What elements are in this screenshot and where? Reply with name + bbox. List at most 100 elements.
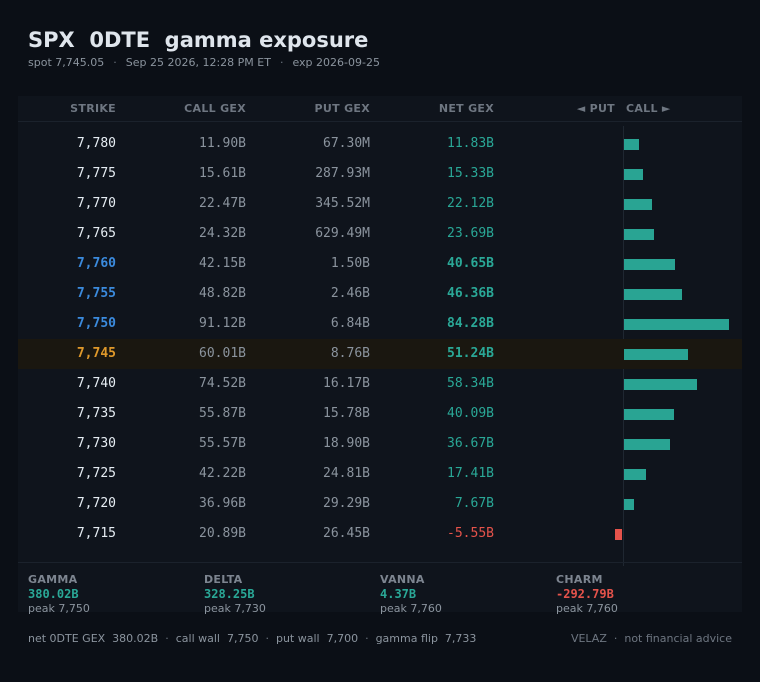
timestamp: Sep 25 2026, 12:28 PM ET <box>125 56 271 69</box>
separator: · <box>165 632 169 645</box>
call-gex-cell: 48.82B <box>199 286 246 301</box>
page-title: SPX 0DTE gamma exposure <box>28 28 369 52</box>
net-gex-bar <box>624 499 634 510</box>
table-row[interactable]: 7,760 42.15B 1.50B 40.65B <box>18 249 742 279</box>
metric-value: -292.79B <box>556 587 614 601</box>
strike-cell: 7,760 <box>76 256 116 271</box>
call-gex-cell: 15.61B <box>199 166 246 181</box>
call-gex-cell: 22.47B <box>199 196 246 211</box>
net-gex-cell: 51.24B <box>447 346 494 361</box>
call-gex-cell: 60.01B <box>199 346 246 361</box>
strike-cell: 7,720 <box>76 496 116 511</box>
table-row[interactable]: 7,775 15.61B 287.93M 15.33B <box>18 159 742 189</box>
strike-cell: 7,780 <box>76 136 116 151</box>
summary-metric-delta: DELTA 328.25B peak 7,730 <box>204 573 266 615</box>
call-gex-cell: 42.22B <box>199 466 246 481</box>
put-gex-cell: 15.78B <box>323 406 370 421</box>
call-gex-cell: 55.87B <box>199 406 246 421</box>
separator: · <box>113 56 117 69</box>
net-gex-bar <box>624 289 682 300</box>
net-gex-bar <box>624 319 729 330</box>
col-net-gex[interactable]: NET GEX <box>438 102 494 115</box>
separator: · <box>265 632 269 645</box>
table-row[interactable]: 7,730 55.57B 18.90B 36.67B <box>18 429 742 459</box>
net-gex-bar <box>624 139 639 150</box>
table-header: STRIKE CALL GEX PUT GEX NET GEX ◄ PUT CA… <box>18 96 742 122</box>
footer-brand: VELAZ · not financial advice <box>571 632 732 645</box>
strike-cell: 7,745 <box>76 346 116 361</box>
put-gex-cell: 16.17B <box>323 376 370 391</box>
strike-cell: 7,750 <box>76 316 116 331</box>
metric-peak: peak 7,760 <box>380 602 442 615</box>
call-gex-cell: 36.96B <box>199 496 246 511</box>
summary-metric-vanna: VANNA 4.37B peak 7,760 <box>380 573 442 615</box>
put-gex-cell: 26.45B <box>323 526 370 541</box>
net-gex-cell: 46.36B <box>447 286 494 301</box>
strike-cell: 7,775 <box>76 166 116 181</box>
put-gex-cell: 24.81B <box>323 466 370 481</box>
net-gex-cell: 36.67B <box>447 436 494 451</box>
expiry-date: exp 2026-09-25 <box>292 56 380 69</box>
metric-value: 380.02B <box>28 587 79 601</box>
net-gex-cell: 15.33B <box>447 166 494 181</box>
net-gex-cell: 7.67B <box>454 496 494 511</box>
net-gex-cell: 84.28B <box>447 316 494 331</box>
table-row[interactable]: 7,720 36.96B 29.29B 7.67B <box>18 489 742 519</box>
footer-stats: net 0DTE GEX 380.02B · call wall 7,750 · put… <box>28 632 476 645</box>
call-gex-cell: 11.90B <box>199 136 246 151</box>
strike-cell: 7,740 <box>76 376 116 391</box>
col-strike[interactable]: STRIKE <box>70 102 116 115</box>
strike-cell: 7,770 <box>76 196 116 211</box>
net-gex-cell: 17.41B <box>447 466 494 481</box>
net-gex-cell: 23.69B <box>447 226 494 241</box>
summary-strip: GAMMA 380.02B peak 7,750 DELTA 328.25B peak 7… <box>18 562 742 615</box>
put-gex-cell: 67.30M <box>323 136 370 151</box>
call-gex-cell: 20.89B <box>199 526 246 541</box>
table-row[interactable]: 7,780 11.90B 67.30M 11.83B <box>18 129 742 159</box>
call-gex-cell: 55.57B <box>199 436 246 451</box>
separator: · <box>613 632 618 645</box>
summary-metric-charm: CHARM -292.79B peak 7,760 <box>556 573 618 615</box>
put-gex-cell: 345.52M <box>315 196 370 211</box>
table-row[interactable]: 7,750 91.12B 6.84B 84.28B <box>18 309 742 339</box>
net-gex-cell: -5.55B <box>447 526 494 541</box>
table-row[interactable]: 7,745 60.01B 8.76B 51.24B <box>18 339 742 369</box>
net-gex-bar <box>624 169 643 180</box>
col-call-gex[interactable]: CALL GEX <box>184 102 246 115</box>
table-row[interactable]: 7,725 42.22B 24.81B 17.41B <box>18 459 742 489</box>
table-row[interactable]: 7,740 74.52B 16.17B 58.34B <box>18 369 742 399</box>
footer-gamma-flip: gamma flip 7,733 <box>375 632 477 645</box>
strike-cell: 7,725 <box>76 466 116 481</box>
net-gex-cell: 40.09B <box>447 406 494 421</box>
metric-value: 328.25B <box>204 587 255 601</box>
put-gex-cell: 1.50B <box>330 256 370 271</box>
col-bar-call: CALL ► <box>626 102 671 115</box>
call-gex-cell: 42.15B <box>199 256 246 271</box>
table-row[interactable]: 7,770 22.47B 345.52M 22.12B <box>18 189 742 219</box>
metric-label: CHARM <box>556 573 603 586</box>
call-gex-cell: 91.12B <box>199 316 246 331</box>
table-row[interactable]: 7,765 24.32B 629.49M 23.69B <box>18 219 742 249</box>
put-gex-cell: 287.93M <box>315 166 370 181</box>
separator: · <box>279 56 284 69</box>
table-row[interactable]: 7,715 20.89B 26.45B -5.55B <box>18 519 742 549</box>
metric-peak: peak 7,760 <box>556 602 618 615</box>
table-row[interactable]: 7,735 55.87B 15.78B 40.09B <box>18 399 742 429</box>
net-gex-bar <box>624 379 697 390</box>
disclaimer: not financial advice <box>624 632 732 645</box>
page-subtitle: spot 7,745.05 · Sep 25 2026, 12:28 PM ET · e… <box>28 56 380 69</box>
table-row[interactable]: 7,755 48.82B 2.46B 46.36B <box>18 279 742 309</box>
net-gex-bar <box>615 529 622 540</box>
metric-peak: peak 7,730 <box>204 602 266 615</box>
net-gex-bar <box>624 409 674 420</box>
metric-value: 4.37B <box>380 587 417 601</box>
col-put-gex[interactable]: PUT GEX <box>314 102 370 115</box>
spot-price: spot 7,745.05 <box>28 56 105 69</box>
put-gex-cell: 29.29B <box>323 496 370 511</box>
metric-label: GAMMA <box>28 573 78 586</box>
net-gex-cell: 40.65B <box>447 256 494 271</box>
footer-net-gex: net 0DTE GEX 380.02B <box>28 632 159 645</box>
net-gex-bar <box>624 349 688 360</box>
summary-metric-gamma: GAMMA 380.02B peak 7,750 <box>28 573 90 615</box>
net-gex-bar <box>624 469 646 480</box>
